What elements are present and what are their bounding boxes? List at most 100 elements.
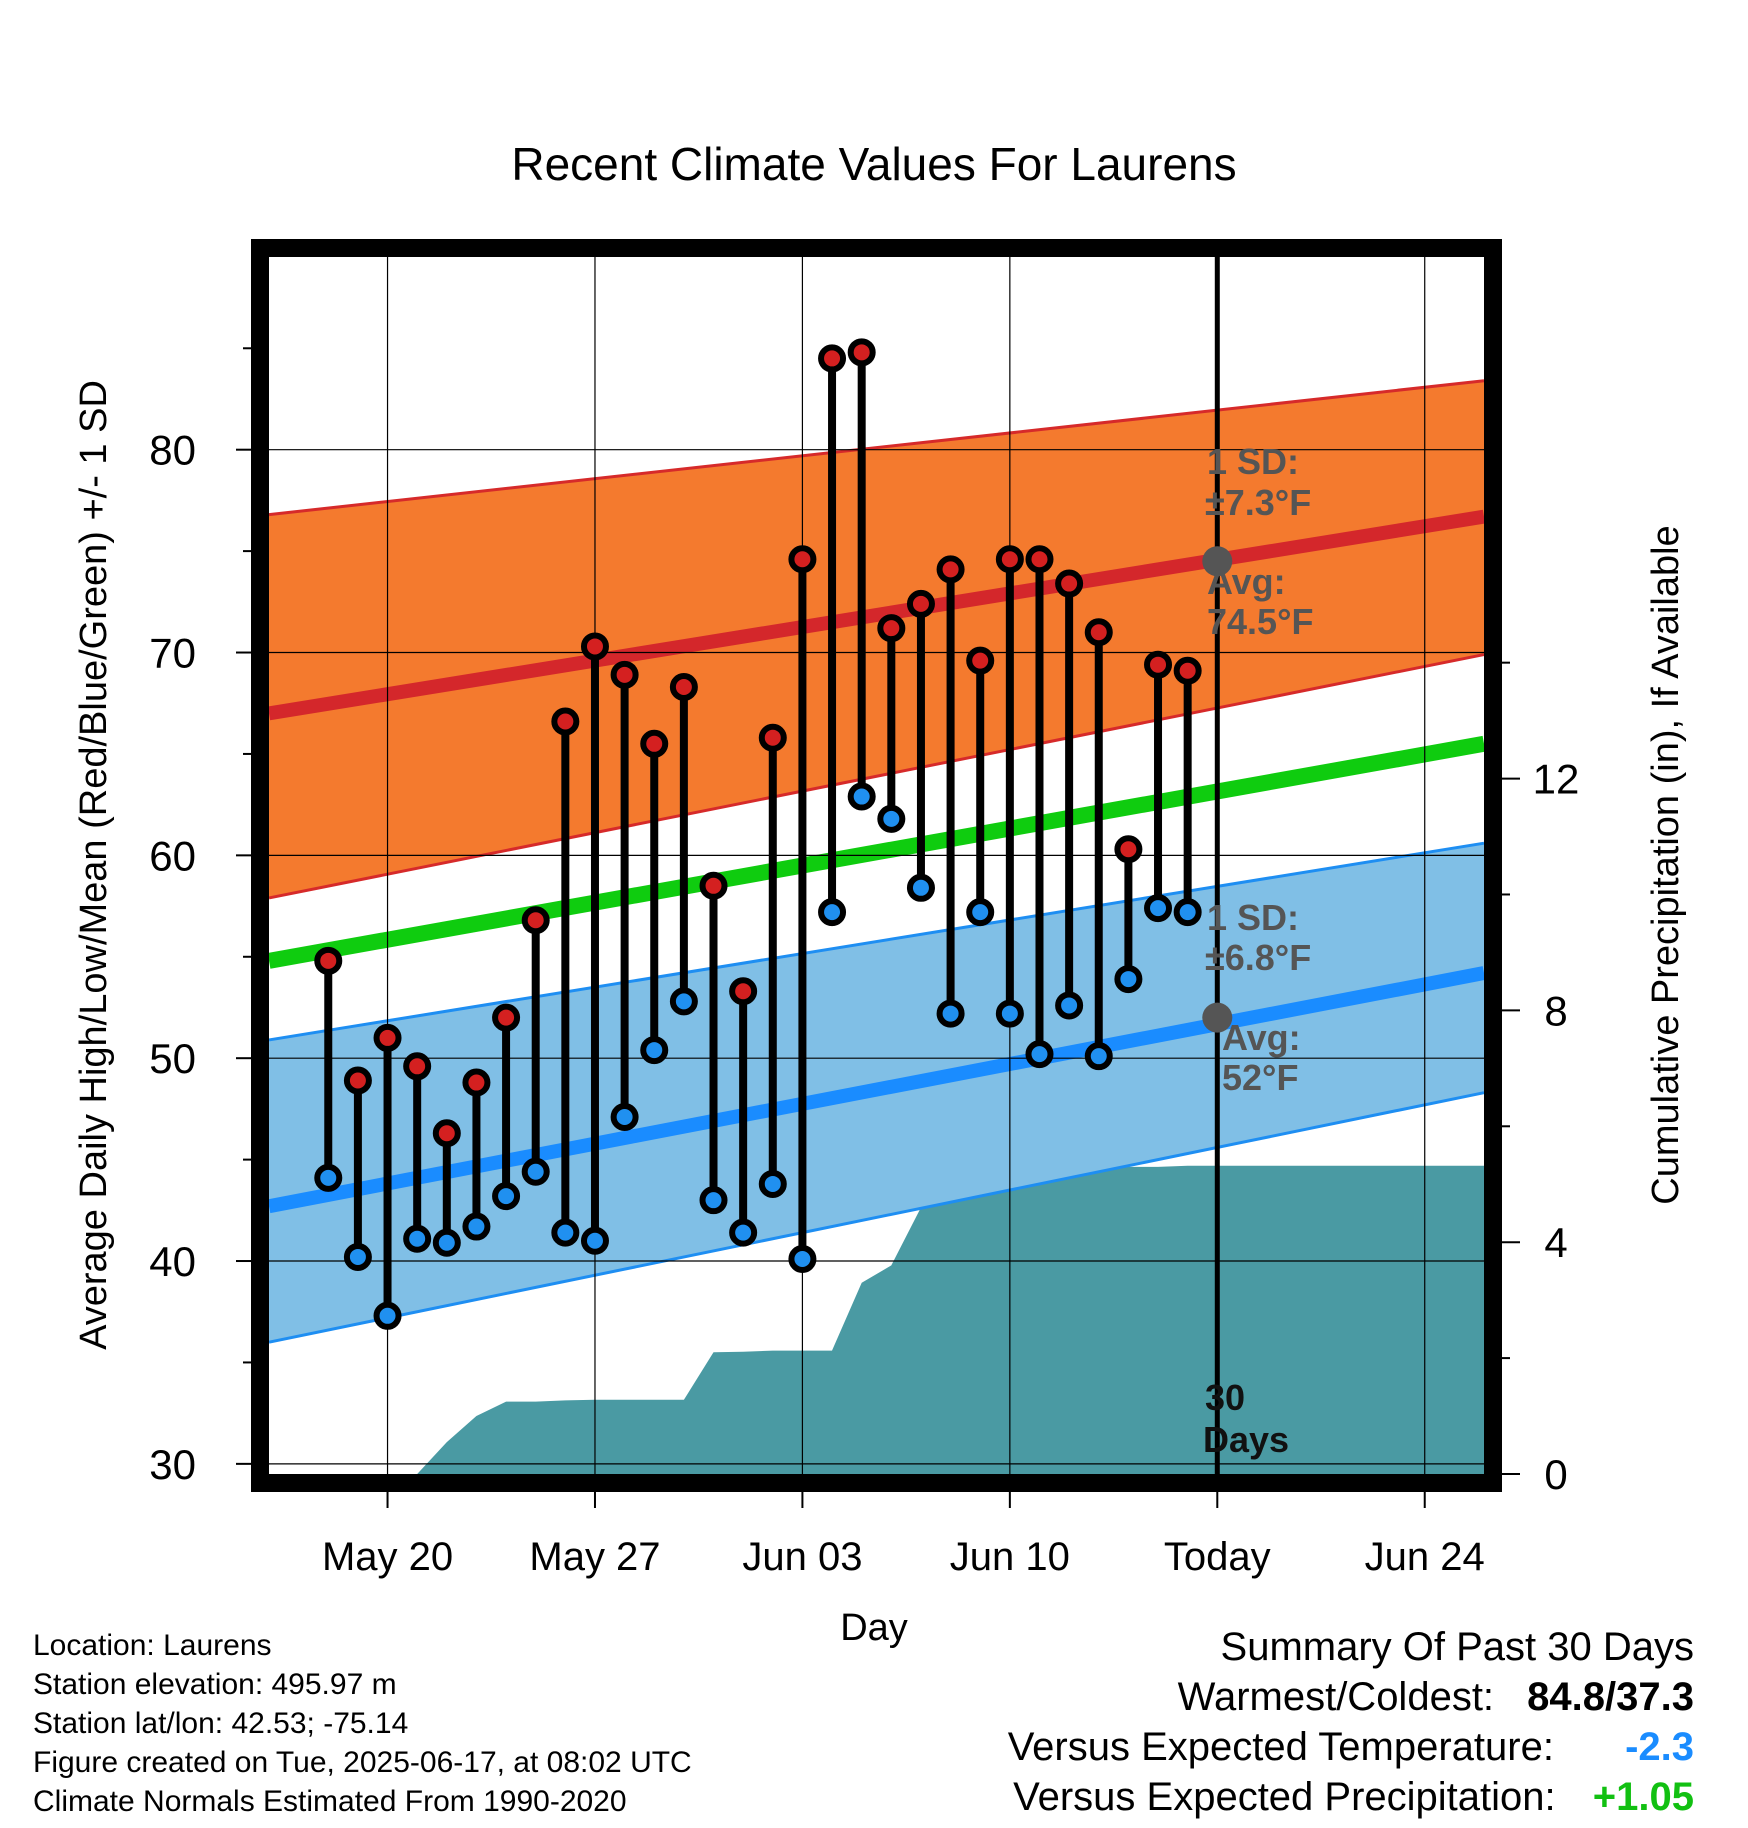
annotations-layer: 1 SD: ±7.3°F Avg: 74.5°F 1 SD: ±6.8°F Av… [1203, 441, 1313, 1460]
daily-high-point [343, 1066, 372, 1095]
high-sd-value: ±7.3°F [1205, 482, 1311, 523]
summary-title: Summary Of Past 30 Days [1220, 1625, 1694, 1669]
daily-low-point [640, 1036, 669, 1065]
daily-high-point [462, 1068, 491, 1097]
low-sd-upper-edge [268, 841, 1485, 1042]
axes-layer: 30 40 50 60 70 80 0 4 8 12 May 20 May 27 Jun 03 Jun 1… [149, 347, 1580, 1579]
daily-low-point [1025, 1040, 1054, 1069]
daily-high-point [788, 545, 817, 574]
y2-tick-label: 4 [1544, 1219, 1567, 1266]
daily-high-point [521, 906, 550, 935]
daily-low-point [1173, 898, 1202, 927]
daily-low-point [818, 898, 847, 927]
daily-low-point [877, 804, 906, 833]
x-axis-label: Day [840, 1607, 908, 1649]
x-tick-label: May 20 [322, 1535, 453, 1579]
daily-low-point [966, 898, 995, 927]
daily-markers-layer [314, 338, 1202, 1330]
low-sd-value: ±6.8°F [1205, 937, 1311, 978]
y2-tick-label: 12 [1533, 756, 1580, 803]
location-text: Location: Laurens [33, 1629, 272, 1662]
elevation-text: Station elevation: 495.97 m [33, 1668, 397, 1701]
daily-low-point [847, 782, 876, 811]
created-text: Figure created on Tue, 2025-06-17, at 08… [33, 1746, 692, 1779]
low-sd-lower-edge [268, 1091, 1485, 1344]
temp-label: Versus Expected Temperature: [1007, 1725, 1554, 1769]
daily-low-point [758, 1169, 787, 1198]
daily-high-point [966, 646, 995, 675]
daily-high-point [1114, 835, 1143, 864]
daily-high-point [1173, 656, 1202, 685]
daily-high-point [640, 729, 669, 758]
summary-temp: Versus Expected Temperature: -2.3 [1008, 1722, 1694, 1772]
y2-tick-label: 8 [1544, 987, 1567, 1034]
daily-low-point [492, 1182, 521, 1211]
daily-high-point [1084, 618, 1113, 647]
daily-high-point [580, 632, 609, 661]
y2-axis-label: Cumulative Precipitation (in), If Availa… [1645, 525, 1687, 1204]
daily-low-point [551, 1218, 580, 1247]
daily-low-point [1055, 991, 1084, 1020]
normals-text: Climate Normals Estimated From 1990-2020 [33, 1785, 627, 1818]
precip-label: Versus Expected Precipitation: [1013, 1775, 1556, 1819]
normal-bands-layer [267, 379, 1486, 1344]
daily-high-point [906, 589, 935, 618]
daily-high-point [758, 723, 787, 752]
daily-low-point [403, 1224, 432, 1253]
high-sd-label: 1 SD: [1207, 441, 1299, 482]
x-tick-label: Jun 03 [742, 1535, 862, 1579]
plot-frame [251, 239, 1502, 1492]
today-high-avg-marker [1202, 546, 1233, 577]
daily-low-point [343, 1242, 372, 1271]
daily-high-point [314, 946, 343, 975]
daily-low-point [788, 1244, 817, 1273]
station-info: Location: Laurens Station elevation: 495… [33, 1626, 692, 1821]
daily-low-point [699, 1186, 728, 1215]
daily-low-point [521, 1157, 550, 1186]
period-unit: Days [1203, 1419, 1289, 1460]
daily-high-point [492, 1003, 521, 1032]
x-tick-label: Jun 10 [950, 1535, 1070, 1579]
daily-high-point [699, 871, 728, 900]
precip-area-layer [269, 1165, 1484, 1474]
summary-warmest-coldest: Warmest/Coldest: 84.8/37.3 [1008, 1672, 1694, 1722]
daily-high-point [729, 977, 758, 1006]
normal-mean-line [267, 735, 1486, 969]
high-sd-lower-edge [268, 653, 1485, 900]
daily-high-point [995, 545, 1024, 574]
high-sd-upper-edge [268, 379, 1485, 517]
y-tick-label: 60 [149, 832, 196, 879]
daily-low-point [995, 999, 1024, 1028]
y-axis-label: Average Daily High/Low/Mean (Red/Blue/Gr… [73, 380, 115, 1350]
x-tick-label: Jun 24 [1365, 1535, 1485, 1579]
precip-area [269, 1165, 1484, 1474]
daily-high-point [1144, 650, 1173, 679]
high-avg-value: 74.5°F [1207, 601, 1313, 642]
low-avg-label: Avg: [1222, 1017, 1301, 1058]
daily-low-point [1144, 894, 1173, 923]
daily-high-point [847, 338, 876, 367]
period-number: 30 [1205, 1377, 1245, 1418]
daily-high-point [877, 614, 906, 643]
daily-high-point [432, 1119, 461, 1148]
warmest-coldest-value: 84.8/37.3 [1527, 1675, 1694, 1719]
daily-low-point [906, 873, 935, 902]
daily-high-point [373, 1023, 402, 1052]
y-tick-label: 70 [149, 630, 196, 677]
y-tick-label: 40 [149, 1238, 196, 1285]
normal-high-line [267, 509, 1486, 721]
warmest-coldest-label: Warmest/Coldest: [1177, 1675, 1495, 1719]
y-tick-label: 30 [149, 1441, 196, 1488]
latlon-text: Station lat/lon: 42.53; -75.14 [33, 1707, 409, 1740]
daily-high-point [936, 555, 965, 584]
low-avg-value: 52°F [1222, 1057, 1298, 1098]
daily-low-point [669, 987, 698, 1016]
daily-low-point [936, 999, 965, 1028]
high-avg-label: Avg: [1207, 561, 1286, 602]
y-tick-label: 80 [149, 427, 196, 474]
y2-tick-label: 0 [1544, 1451, 1567, 1498]
low-sd-label: 1 SD: [1207, 897, 1299, 938]
daily-high-point [1055, 569, 1084, 598]
daily-low-point [314, 1163, 343, 1192]
